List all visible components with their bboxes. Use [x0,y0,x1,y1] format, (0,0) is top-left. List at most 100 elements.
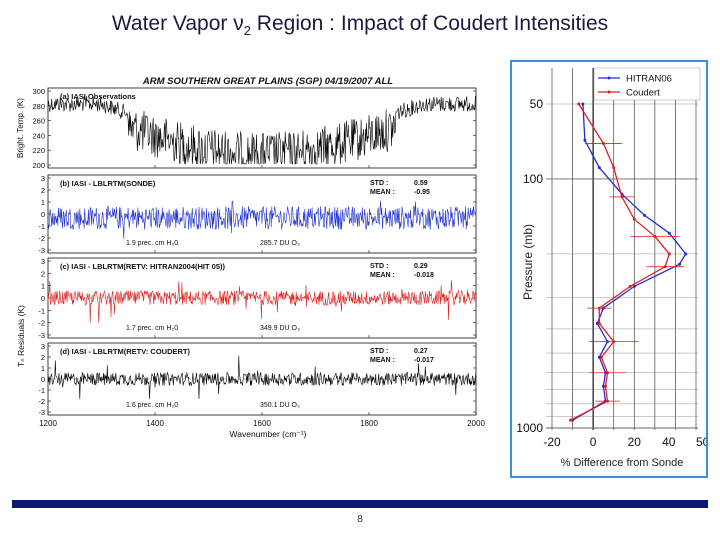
stat-value: 0.59 [414,180,428,187]
series-point [595,321,599,325]
panel-2: 3 2 1 0 -1 -2 -3 (c) IASI - LBLRTM(RETV: HITRAN… [38,257,477,340]
panel-label: (a) IASI Observations [60,92,136,101]
x-tick-label: 40 [662,435,676,449]
panel-0: 300 280 260 240 220 200 (a) IASI Observations B… [16,87,477,170]
stat-label: MEAN : [370,357,395,364]
y-tick-label: 1 [41,364,45,373]
y-tick-label: -3 [38,331,45,340]
pressure-profile-panel: 50 100 1000-20 0 20 40 50 HITRAN06 Coudert % Di… [510,60,708,478]
stat-value: -0.95 [414,189,430,196]
legend-label: Coudert [626,88,660,99]
y-tick-label: -2 [38,234,45,243]
y-tick-label: 2 [41,269,45,278]
series-point [597,321,601,325]
x-tick-label: 20 [628,435,642,449]
stat-value: -0.018 [414,272,434,279]
left-chart-title: ARM SOUTHERN GREAT PLAINS (SGP) 04/19/20… [142,76,393,87]
y-tick-label: 3 [41,174,45,183]
series-Coudert [569,102,684,422]
series-point [643,213,647,217]
water-vapor-note: 1.7 prec. cm H₂0 [126,325,178,332]
legend-marker [607,76,611,80]
series-point [632,284,636,288]
title-suffix: Region : Impact of Coudert Intensities [250,12,609,35]
y-tick-label: -1 [38,386,45,395]
y-tick-label: 3 [41,342,45,351]
left-chart-shared-ylabel: Tₙ Residuals (K) [16,305,26,367]
y-tick-label: -3 [38,408,45,417]
x-tick-label: 2000 [467,419,485,428]
ozone-note: 349.9 DU O₃ [260,325,300,332]
y-tick-label: 300 [32,87,45,96]
panel-ylabel: Bright. Temp. (K) [16,98,25,158]
right-chart-ylabel: Pressure (mb) [521,224,535,300]
panel-label: (d) IASI - LBLRTM(RETV: COUDERT) [60,347,190,356]
water-vapor-note: 1.6 prec. cm H₂0 [126,402,178,409]
y-tick-label: -2 [38,397,45,406]
slide-title: Water Vapor ν2 Region : Impact of Couder… [0,12,720,38]
series-point [603,384,607,388]
residuals-chart: ARM SOUTHERN GREAT PLAINS (SGP) 04/19/20… [16,76,485,439]
series-point [597,166,601,170]
ozone-note: 285.7 DU O₃ [260,240,300,247]
x-tick-label: 1200 [39,419,57,428]
stat-label: MEAN : [370,272,395,279]
left-chart-xlabel: Wavenumber (cm⁻¹) [230,429,307,439]
panel-trace [47,200,477,239]
legend-box [593,67,701,101]
y-tick-label: 1 [41,282,45,291]
y-tick-label: 2 [41,186,45,195]
series-HITRAN06 [571,102,688,422]
series-point [581,102,585,106]
stat-value: 0.27 [414,348,428,355]
x-tick-label: 1400 [146,419,164,428]
x-tick-label: 1800 [360,419,378,428]
series-point [667,231,671,235]
series-point [684,252,688,256]
y-tick-label: 260 [32,117,45,126]
series-point [583,138,587,142]
series-point [569,418,573,422]
panel-trace [47,95,477,165]
series-point [601,384,605,388]
series-point [667,252,671,256]
y-tick-label: 0 [41,294,45,303]
y-tick-label: 100 [523,172,543,186]
stat-value: -0.017 [414,357,434,364]
panel-trace [47,355,477,400]
panel-label: (c) IASI - LBLRTM(RETV: HITRAN2004(HIT 0… [60,262,226,271]
series-point [597,355,601,359]
panel-3: 3 2 1 0 -1 -2 -3 (d) IASI - LBLRTM(RETV: COUDER… [38,342,477,417]
pressure-profile-chart: 50 100 1000-20 0 20 40 50 HITRAN06 Coudert % Di… [516,67,706,469]
footer-bar [12,500,708,508]
y-tick-label: -1 [38,306,45,315]
legend-label: HITRAN06 [626,74,672,85]
legend-marker [607,90,611,94]
series-point [599,355,603,359]
panel-1: 3 2 1 0 -1 -2 -3 (b) IASI - LBLRTM(SONDE) STD : 0… [38,174,477,255]
series-point [632,217,636,221]
series-point [628,284,632,288]
stat-label: STD : [370,348,388,355]
y-tick-label: 0 [41,375,45,384]
title-prefix: Water Vapor ν [111,12,244,35]
title-subscript: 2 [243,23,251,39]
series-point [612,166,616,170]
stat-value: 0.29 [414,263,428,270]
series-point [678,262,682,266]
ozone-note: 350.1 DU O₃ [260,402,300,409]
y-tick-label: -1 [38,222,45,231]
panel-label: (b) IASI - LBLRTM(SONDE) [60,179,156,188]
stat-label: STD : [370,263,388,270]
y-tick-label: 50 [530,97,544,111]
y-tick-label: 240 [32,131,45,140]
y-tick-label: 2 [41,353,45,362]
y-tick-label: 3 [41,257,45,266]
y-tick-label: 1000 [516,421,543,435]
stat-label: STD : [370,180,388,187]
y-tick-label: 200 [32,161,45,170]
y-tick-label: -2 [38,319,45,328]
x-tick-label: 50 [696,435,706,449]
stat-label: MEAN : [370,189,395,196]
water-vapor-note: 1.9 prec. cm H₂0 [126,240,178,247]
